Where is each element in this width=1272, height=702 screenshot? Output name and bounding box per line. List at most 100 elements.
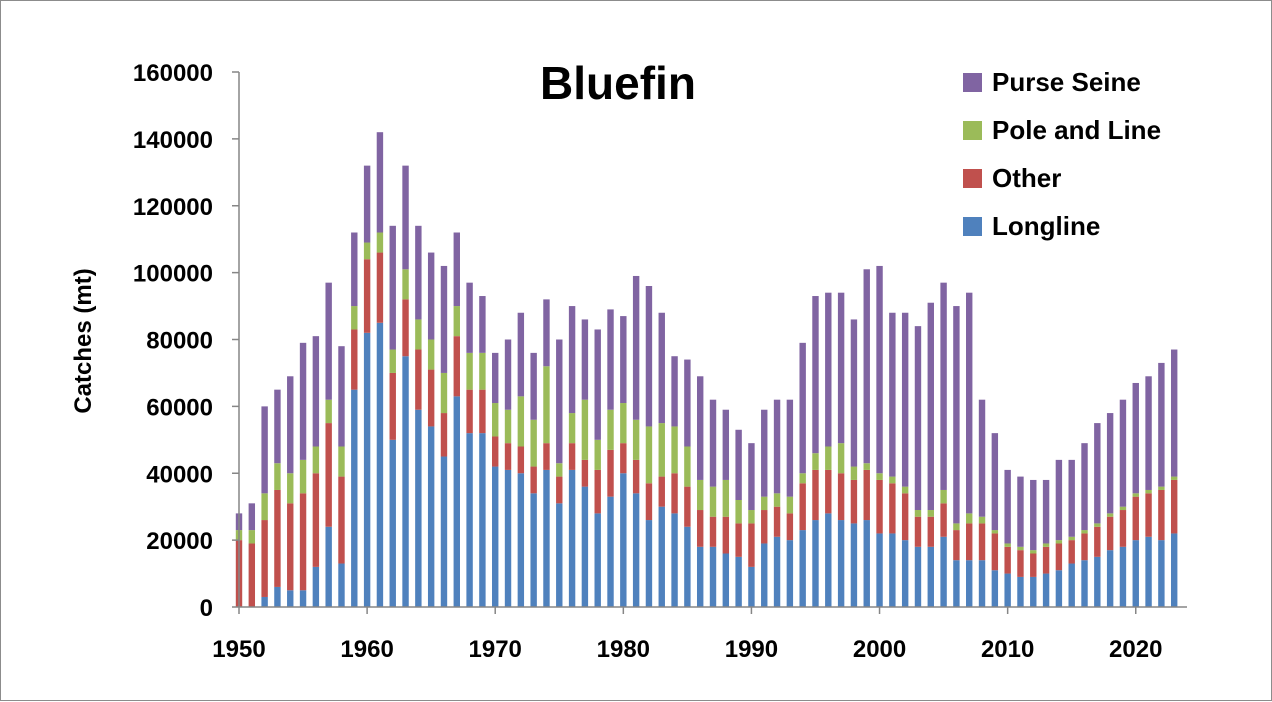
- bar-other-1988: [722, 516, 730, 554]
- bar-pole-and-line-1968: [466, 352, 473, 390]
- bar-purse-seine-1987: [709, 399, 717, 487]
- bar-pole-and-line-2000: [876, 473, 883, 480]
- bar-longline-1980: [620, 473, 627, 607]
- bar-purse-seine-2002: [901, 312, 909, 487]
- bar-longline-1986: [696, 546, 704, 607]
- bar-longline-1997: [837, 520, 845, 607]
- bar-other-1994: [799, 483, 806, 531]
- bar-pole-and-line-2008: [978, 516, 986, 524]
- bar-longline-1981: [632, 493, 640, 607]
- legend-swatch-other: [963, 169, 982, 188]
- bar-purse-seine-1980: [620, 316, 627, 404]
- bar-longline-1998: [850, 523, 858, 607]
- bar-purse-seine-1968: [466, 282, 473, 353]
- bar-purse-seine-1971: [504, 339, 512, 410]
- bar-pole-and-line-2014: [1055, 540, 1063, 544]
- bar-pole-and-line-1957: [325, 399, 332, 424]
- bar-other-2008: [978, 523, 986, 561]
- bar-pole-and-line-1972: [517, 396, 525, 447]
- bar-pole-and-line-1979: [607, 409, 614, 450]
- bar-other-2003: [914, 516, 922, 547]
- x-tick-label: 1990: [725, 636, 778, 663]
- bar-pole-and-line-2018: [1106, 513, 1114, 517]
- bar-pole-and-line-1993: [786, 496, 794, 514]
- y-tick-label: 0: [200, 595, 213, 622]
- bar-longline-1973: [530, 493, 537, 607]
- bar-pole-and-line-1984: [671, 426, 678, 474]
- y-tick-label: 20000: [146, 528, 213, 555]
- bar-pole-and-line-2013: [1042, 543, 1050, 547]
- chart-title: Bluefin: [540, 57, 696, 109]
- bar-purse-seine-2017: [1094, 423, 1101, 524]
- bar-longline-1961: [376, 322, 384, 607]
- bar-other-2000: [876, 479, 883, 534]
- bar-purse-seine-1969: [479, 296, 486, 353]
- bar-other-1955: [299, 493, 307, 591]
- bar-other-1992: [773, 506, 781, 537]
- bar-purse-seine-2022: [1158, 362, 1165, 487]
- bar-other-2001: [889, 483, 896, 534]
- bar-longline-1969: [479, 433, 486, 608]
- bar-other-1993: [786, 513, 794, 541]
- x-ticks: 1950 1960 1970 1980 1990 2000 2010 2020: [212, 607, 1162, 663]
- bar-longline-2015: [1068, 563, 1075, 607]
- bar-pole-and-line-2011: [1017, 546, 1024, 551]
- bar-other-1969: [479, 389, 486, 434]
- bar-longline-1972: [517, 473, 525, 607]
- bar-purse-seine-1955: [299, 342, 307, 460]
- bar-purse-seine-2023: [1170, 349, 1178, 477]
- x-tick-label: 2020: [1109, 636, 1162, 663]
- bar-pole-and-line-1969: [479, 352, 486, 390]
- bar-longline-1991: [761, 543, 768, 607]
- bar-purse-seine-2013: [1042, 479, 1050, 544]
- bar-purse-seine-1993: [786, 399, 794, 497]
- bar-longline-2011: [1017, 576, 1024, 607]
- bar-pole-and-line-2015: [1068, 536, 1075, 541]
- bar-other-1970: [492, 436, 499, 467]
- bar-other-2007: [966, 523, 973, 561]
- bar-other-1977: [581, 459, 589, 487]
- bar-pole-and-line-1973: [530, 419, 537, 467]
- bar-longline-1995: [812, 520, 819, 607]
- bar-pole-and-line-1985: [684, 446, 691, 487]
- bar-pole-and-line-1988: [722, 479, 730, 517]
- bar-pole-and-line-2012: [1030, 550, 1037, 554]
- bar-purse-seine-1983: [658, 312, 665, 424]
- bar-pole-and-line-1974: [543, 366, 550, 444]
- bar-pole-and-line-1958: [338, 446, 345, 477]
- bar-purse-seine-2012: [1030, 479, 1037, 551]
- bar-other-1984: [671, 473, 678, 514]
- bar-longline-1964: [415, 409, 422, 607]
- bar-longline-2012: [1030, 576, 1037, 607]
- bar-purse-seine-2001: [889, 312, 896, 477]
- bar-pole-and-line-1959: [351, 306, 358, 330]
- bar-pole-and-line-1995: [812, 453, 819, 470]
- legend-label-pole-and-line: Pole and Line: [992, 115, 1161, 145]
- bar-pole-and-line-1970: [492, 403, 499, 437]
- bar-other-1968: [466, 389, 473, 434]
- bar-longline-1992: [773, 536, 781, 607]
- y-tick-label: 80000: [146, 328, 213, 355]
- bar-pole-and-line-2002: [901, 486, 909, 494]
- bar-purse-seine-1958: [338, 346, 345, 447]
- bar-pole-and-line-1954: [287, 473, 294, 504]
- bar-longline-1978: [594, 513, 601, 608]
- legend-swatch-purse-seine: [963, 73, 982, 92]
- bar-other-2011: [1017, 550, 1024, 577]
- bar-purse-seine-2014: [1055, 459, 1063, 541]
- bar-purse-seine-2005: [940, 282, 947, 490]
- bar-pole-and-line-2005: [940, 489, 947, 504]
- y-ticks: 0 20000 40000 60000 80000 100000 120000 140000 1…: [133, 60, 239, 622]
- bar-pole-and-line-2006: [953, 523, 960, 531]
- bar-purse-seine-1990: [748, 443, 755, 511]
- bar-other-1957: [325, 423, 332, 527]
- bar-pole-and-line-2001: [889, 476, 896, 484]
- bar-other-1959: [351, 329, 358, 390]
- bar-longline-2016: [1081, 560, 1088, 607]
- bar-other-2010: [1004, 546, 1011, 574]
- bar-purse-seine-1986: [696, 376, 704, 480]
- bar-other-1967: [453, 336, 460, 397]
- bar-longline-1993: [786, 540, 794, 608]
